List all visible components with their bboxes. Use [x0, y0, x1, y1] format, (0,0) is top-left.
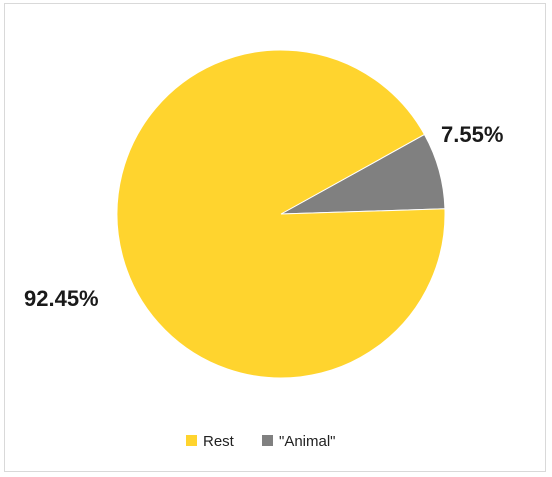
pie-slices — [116, 49, 446, 379]
legend-swatch-rest — [186, 435, 197, 446]
legend-label-animal: "Animal" — [279, 433, 336, 450]
legend-swatch-animal — [262, 435, 273, 446]
legend: Rest "Animal" — [186, 433, 336, 450]
pie-slice-rest — [116, 49, 446, 379]
legend-label-rest: Rest — [203, 433, 235, 450]
data-label-animal: 7.55% — [441, 122, 503, 147]
data-label-rest: 92.45% — [24, 286, 99, 311]
